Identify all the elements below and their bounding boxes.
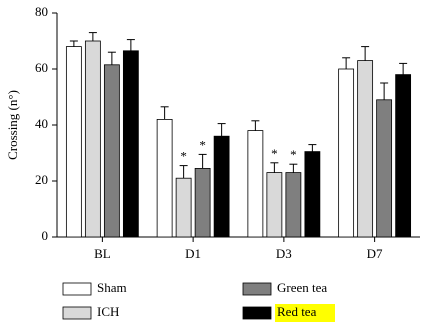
legend-highlight — [275, 304, 335, 322]
legend-swatch — [242, 306, 272, 320]
legend-label: Red tea — [277, 304, 317, 319]
significance-marker: * — [271, 146, 278, 161]
y-tick-label: 20 — [35, 172, 48, 187]
legend-label: Sham — [97, 280, 127, 295]
legend-swatch — [242, 282, 272, 296]
y-tick-label: 80 — [35, 4, 48, 19]
bar — [175, 177, 192, 238]
bar — [266, 172, 283, 238]
bar — [338, 68, 355, 238]
bar — [156, 119, 173, 238]
legend-label: ICH — [97, 304, 119, 319]
bar — [247, 130, 264, 238]
bar — [395, 74, 412, 238]
y-tick-label: 60 — [35, 60, 48, 75]
y-tick-label: 40 — [35, 116, 48, 131]
bar — [285, 172, 302, 238]
bar — [194, 167, 211, 238]
x-tick-label: D3 — [276, 246, 292, 261]
significance-marker: * — [199, 137, 206, 152]
bar — [213, 135, 230, 238]
x-tick-label: BL — [94, 246, 111, 261]
y-axis-label: Crossing (n°) — [5, 90, 20, 160]
legend-swatch — [62, 306, 92, 320]
x-tick-label: D1 — [185, 246, 201, 261]
bar — [376, 99, 393, 238]
bar — [103, 64, 120, 238]
y-tick-label: 0 — [42, 228, 49, 243]
bar — [122, 50, 139, 238]
bar — [304, 151, 321, 238]
significance-marker: * — [180, 149, 187, 164]
x-tick-label: D7 — [367, 246, 383, 261]
legend-label: Green tea — [277, 280, 327, 295]
bar — [65, 46, 82, 238]
bar — [357, 60, 374, 238]
bar — [84, 40, 101, 238]
significance-marker: * — [290, 147, 297, 162]
legend-swatch — [62, 282, 92, 296]
